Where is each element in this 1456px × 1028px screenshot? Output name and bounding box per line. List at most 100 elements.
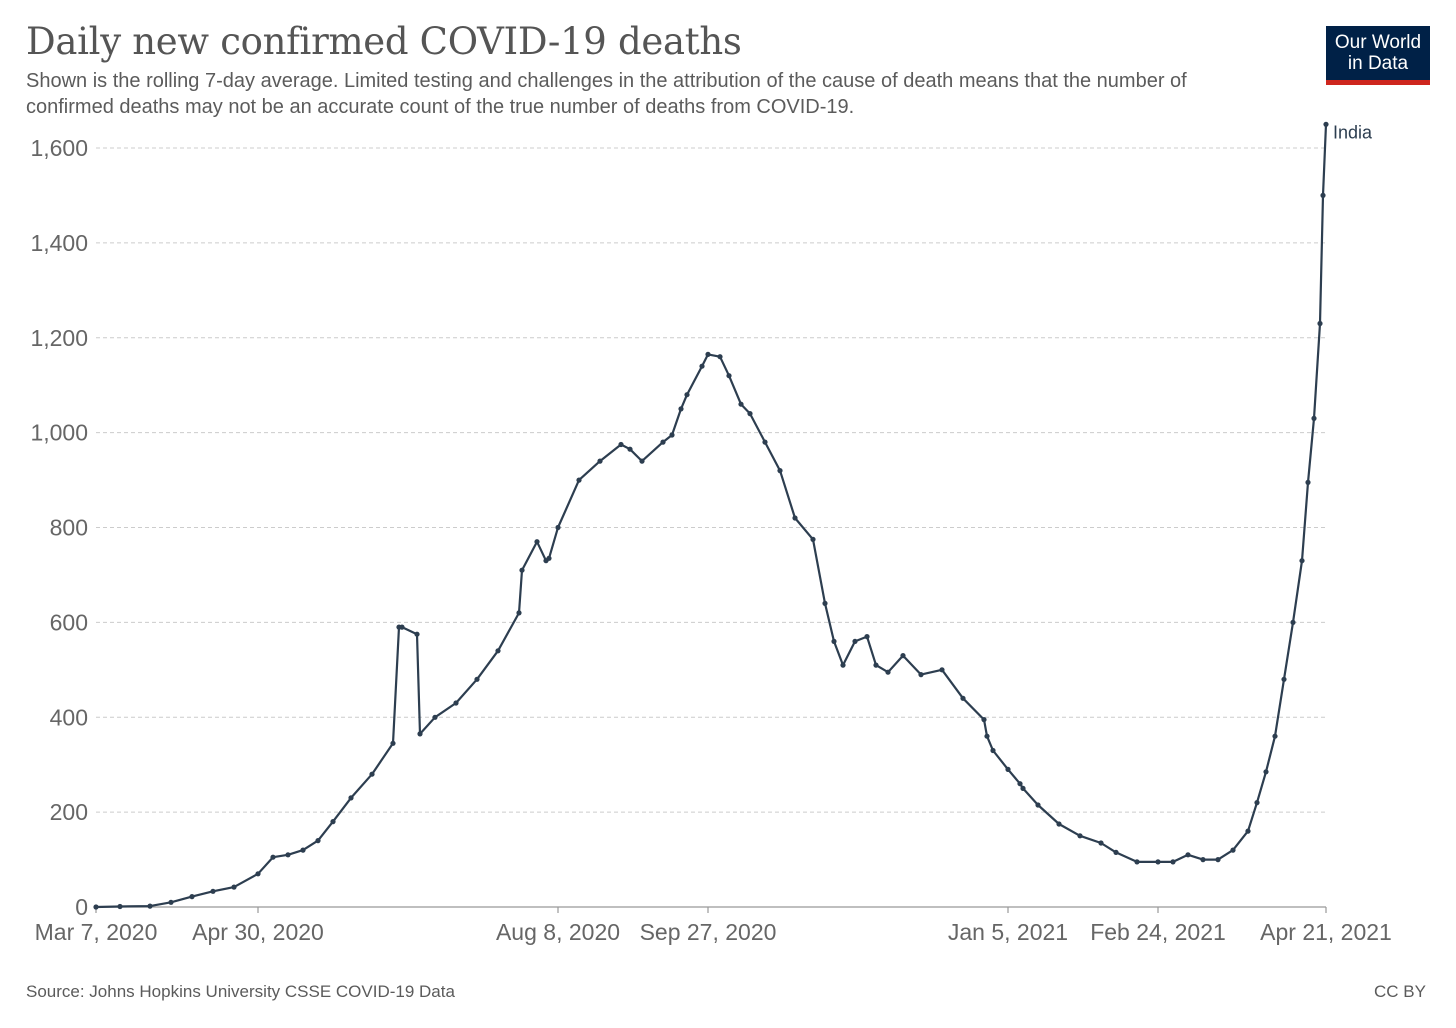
data-point[interactable] xyxy=(231,884,237,890)
data-point[interactable] xyxy=(1077,833,1083,839)
data-point[interactable] xyxy=(474,676,480,682)
source-note[interactable]: Source: Johns Hopkins University CSSE CO… xyxy=(26,982,455,1001)
data-point[interactable] xyxy=(864,634,870,640)
data-point[interactable] xyxy=(639,458,645,464)
data-point[interactable] xyxy=(981,717,987,723)
data-point[interactable] xyxy=(873,662,879,668)
data-point[interactable] xyxy=(678,406,684,412)
data-point[interactable] xyxy=(990,747,996,754)
data-point[interactable] xyxy=(918,672,924,678)
data-point[interactable] xyxy=(270,854,276,860)
y-tick-label: 400 xyxy=(50,704,88,730)
data-point[interactable] xyxy=(627,446,633,452)
data-point[interactable] xyxy=(960,695,966,701)
y-tick-label: 200 xyxy=(50,799,88,825)
data-point[interactable] xyxy=(1254,800,1260,806)
data-point[interactable] xyxy=(1113,849,1119,856)
data-point[interactable] xyxy=(717,354,723,360)
data-point[interactable] xyxy=(669,432,675,438)
data-point[interactable] xyxy=(1200,857,1206,863)
data-point[interactable] xyxy=(576,477,582,483)
data-point[interactable] xyxy=(1272,733,1278,739)
data-point[interactable] xyxy=(546,555,552,561)
data-point[interactable] xyxy=(1185,852,1191,858)
data-point[interactable] xyxy=(1263,769,1269,775)
license-label[interactable]: CC BY xyxy=(1374,982,1426,1001)
data-point[interactable] xyxy=(885,669,891,675)
data-point[interactable] xyxy=(1020,785,1026,792)
data-point[interactable] xyxy=(1035,802,1041,808)
data-point[interactable] xyxy=(285,852,291,858)
data-point[interactable] xyxy=(852,638,858,645)
data-point[interactable] xyxy=(117,903,123,910)
data-point[interactable] xyxy=(738,401,744,407)
owid-logo[interactable]: Our World in Data xyxy=(1326,26,1430,85)
data-point[interactable] xyxy=(1305,479,1311,485)
data-point[interactable] xyxy=(1245,828,1251,834)
data-point[interactable] xyxy=(453,700,459,706)
series-layer: India xyxy=(93,121,1373,910)
data-point[interactable] xyxy=(519,567,525,573)
data-point[interactable] xyxy=(555,524,561,531)
data-point[interactable] xyxy=(1017,781,1023,787)
data-point[interactable] xyxy=(1230,847,1236,853)
data-point[interactable] xyxy=(432,714,438,720)
data-point[interactable] xyxy=(684,392,690,398)
chart-subtitle: Shown is the rolling 7-day average. Limi… xyxy=(26,70,1187,118)
data-point[interactable] xyxy=(1056,821,1062,827)
data-point[interactable] xyxy=(417,731,423,737)
data-point[interactable] xyxy=(369,771,375,777)
data-point[interactable] xyxy=(1134,859,1140,865)
data-point[interactable] xyxy=(777,468,783,474)
data-point[interactable] xyxy=(660,439,666,445)
logo-line-2: in Data xyxy=(1347,53,1409,74)
data-point[interactable] xyxy=(93,904,99,910)
data-point[interactable] xyxy=(390,740,396,746)
data-point[interactable] xyxy=(1170,859,1176,865)
y-tick-label: 0 xyxy=(75,894,88,920)
data-point[interactable] xyxy=(147,903,153,909)
data-point[interactable] xyxy=(939,667,945,673)
data-point[interactable] xyxy=(726,373,732,379)
data-point[interactable] xyxy=(534,539,540,545)
data-point[interactable] xyxy=(1299,558,1305,564)
data-point[interactable] xyxy=(699,363,705,369)
data-point[interactable] xyxy=(840,662,846,668)
data-point[interactable] xyxy=(315,838,321,844)
data-point[interactable] xyxy=(1311,415,1317,421)
data-point[interactable] xyxy=(399,624,405,630)
data-point[interactable] xyxy=(1005,766,1011,773)
data-point[interactable] xyxy=(1098,840,1104,846)
data-point[interactable] xyxy=(1215,857,1221,863)
data-point[interactable] xyxy=(189,894,195,900)
data-point[interactable] xyxy=(984,733,990,739)
grid-layer xyxy=(96,147,1326,813)
data-point[interactable] xyxy=(1323,121,1329,127)
data-point[interactable] xyxy=(597,458,603,464)
data-point[interactable] xyxy=(210,888,216,894)
data-point[interactable] xyxy=(330,819,336,825)
data-point[interactable] xyxy=(516,610,522,616)
data-point[interactable] xyxy=(1317,320,1323,327)
data-point[interactable] xyxy=(822,600,828,607)
data-point[interactable] xyxy=(762,439,768,445)
data-point[interactable] xyxy=(300,847,306,853)
data-point[interactable] xyxy=(705,351,711,357)
data-point[interactable] xyxy=(831,638,837,645)
data-point[interactable] xyxy=(1281,676,1287,682)
data-point[interactable] xyxy=(618,441,624,448)
data-point[interactable] xyxy=(1290,619,1296,626)
data-point[interactable] xyxy=(747,411,753,417)
data-point[interactable] xyxy=(255,871,261,877)
data-point[interactable] xyxy=(900,653,906,659)
data-point[interactable] xyxy=(348,795,354,801)
data-point[interactable] xyxy=(810,536,816,543)
data-point[interactable] xyxy=(1155,859,1161,865)
data-point[interactable] xyxy=(1320,192,1326,198)
x-tick-label: Apr 21, 2021 xyxy=(1260,919,1392,945)
data-point[interactable] xyxy=(495,648,501,654)
data-point[interactable] xyxy=(168,899,174,905)
data-point[interactable] xyxy=(414,631,420,637)
data-point[interactable] xyxy=(792,515,798,521)
